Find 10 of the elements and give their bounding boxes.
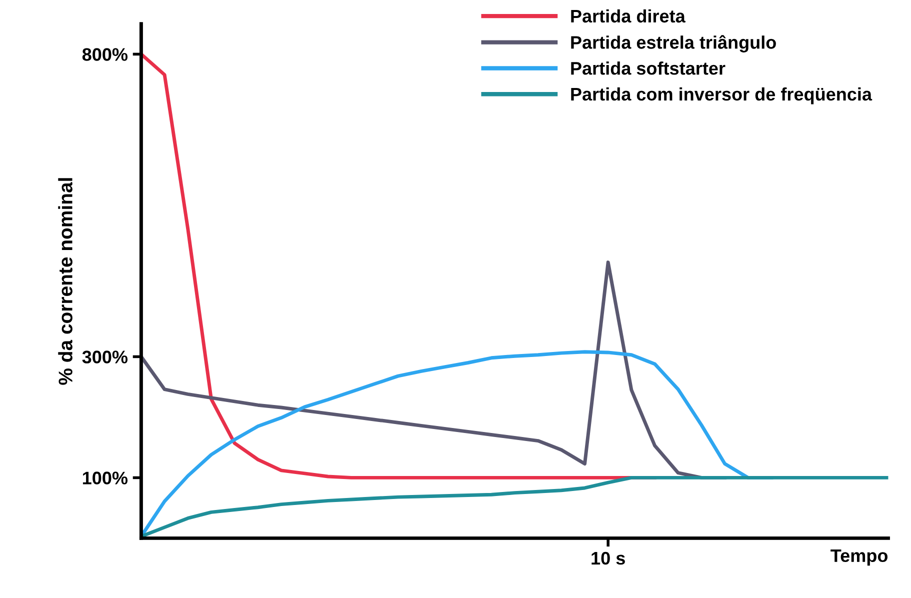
x-tick-label: 10 s xyxy=(592,552,625,565)
legend-label: Partida com inversor de freqüencia xyxy=(571,87,872,104)
legend-label: Partida softstarter xyxy=(571,62,726,75)
y-tick-label: 800% xyxy=(82,48,128,61)
y-axis-title: % da corrente nominal xyxy=(58,178,72,385)
x-axis-title: Tempo xyxy=(830,549,888,566)
y-tick-label: 100% xyxy=(82,472,128,484)
y-tick-label: 300% xyxy=(82,350,128,364)
legend-label: Partida estrela triângulo xyxy=(571,35,776,52)
legend-label: Partida direta xyxy=(571,9,686,23)
